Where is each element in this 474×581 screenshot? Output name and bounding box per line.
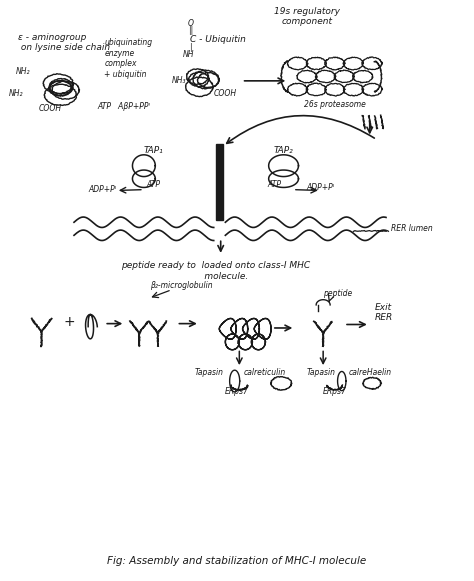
- Text: ||: ||: [188, 26, 193, 35]
- Text: 26s proteasome: 26s proteasome: [304, 100, 366, 109]
- Text: ERps7: ERps7: [323, 387, 346, 396]
- Text: ATP: ATP: [267, 181, 281, 189]
- Text: 19s regulatory
component: 19s regulatory component: [274, 7, 340, 26]
- Text: ubiquinating
enzyme
complex
+ ubiquitin: ubiquinating enzyme complex + ubiquitin: [104, 38, 153, 78]
- Text: ERps7: ERps7: [225, 387, 249, 396]
- Text: NH₂: NH₂: [16, 67, 30, 76]
- Text: Fig: Assembly and stabilization of MHC-I molecule: Fig: Assembly and stabilization of MHC-I…: [108, 556, 366, 566]
- Text: ε - aminogroup
 on lysine side chain: ε - aminogroup on lysine side chain: [18, 33, 110, 52]
- Text: C - Ubiquitin: C - Ubiquitin: [191, 35, 246, 44]
- Text: +: +: [64, 315, 75, 329]
- Text: TAP₂: TAP₂: [273, 146, 293, 155]
- Text: ADP+Pᴵ: ADP+Pᴵ: [88, 185, 116, 194]
- Text: II: II: [237, 337, 242, 346]
- Text: |: |: [189, 44, 192, 52]
- Text: Tapasin: Tapasin: [307, 368, 336, 376]
- Text: Tapasin: Tapasin: [195, 368, 224, 376]
- Text: NH₃: NH₃: [172, 76, 186, 85]
- Text: calreticulin: calreticulin: [244, 368, 286, 376]
- Text: COOH: COOH: [39, 105, 62, 113]
- Text: Exit
RER: Exit RER: [374, 303, 392, 322]
- Text: ATP   AβP+PPᴵ: ATP AβP+PPᴵ: [97, 102, 150, 111]
- Text: COOH: COOH: [214, 89, 237, 98]
- Text: calreHaelin: calreHaelin: [349, 368, 392, 376]
- Text: TAP₁: TAP₁: [143, 146, 163, 155]
- Text: NH₂: NH₂: [9, 89, 23, 98]
- Text: O: O: [187, 20, 193, 28]
- Text: RER lumen: RER lumen: [391, 224, 432, 233]
- FancyBboxPatch shape: [216, 144, 223, 220]
- Text: ATP: ATP: [146, 181, 160, 189]
- Text: NH: NH: [182, 50, 194, 59]
- Text: β₂-microglobulin: β₂-microglobulin: [150, 281, 212, 289]
- Text: ADP+Pᴵ: ADP+Pᴵ: [307, 184, 335, 192]
- Text: peptide ready to  loaded onto class-I MHC
                             molecule.: peptide ready to loaded onto class-I MHC…: [120, 261, 310, 281]
- Text: peptide: peptide: [323, 289, 352, 298]
